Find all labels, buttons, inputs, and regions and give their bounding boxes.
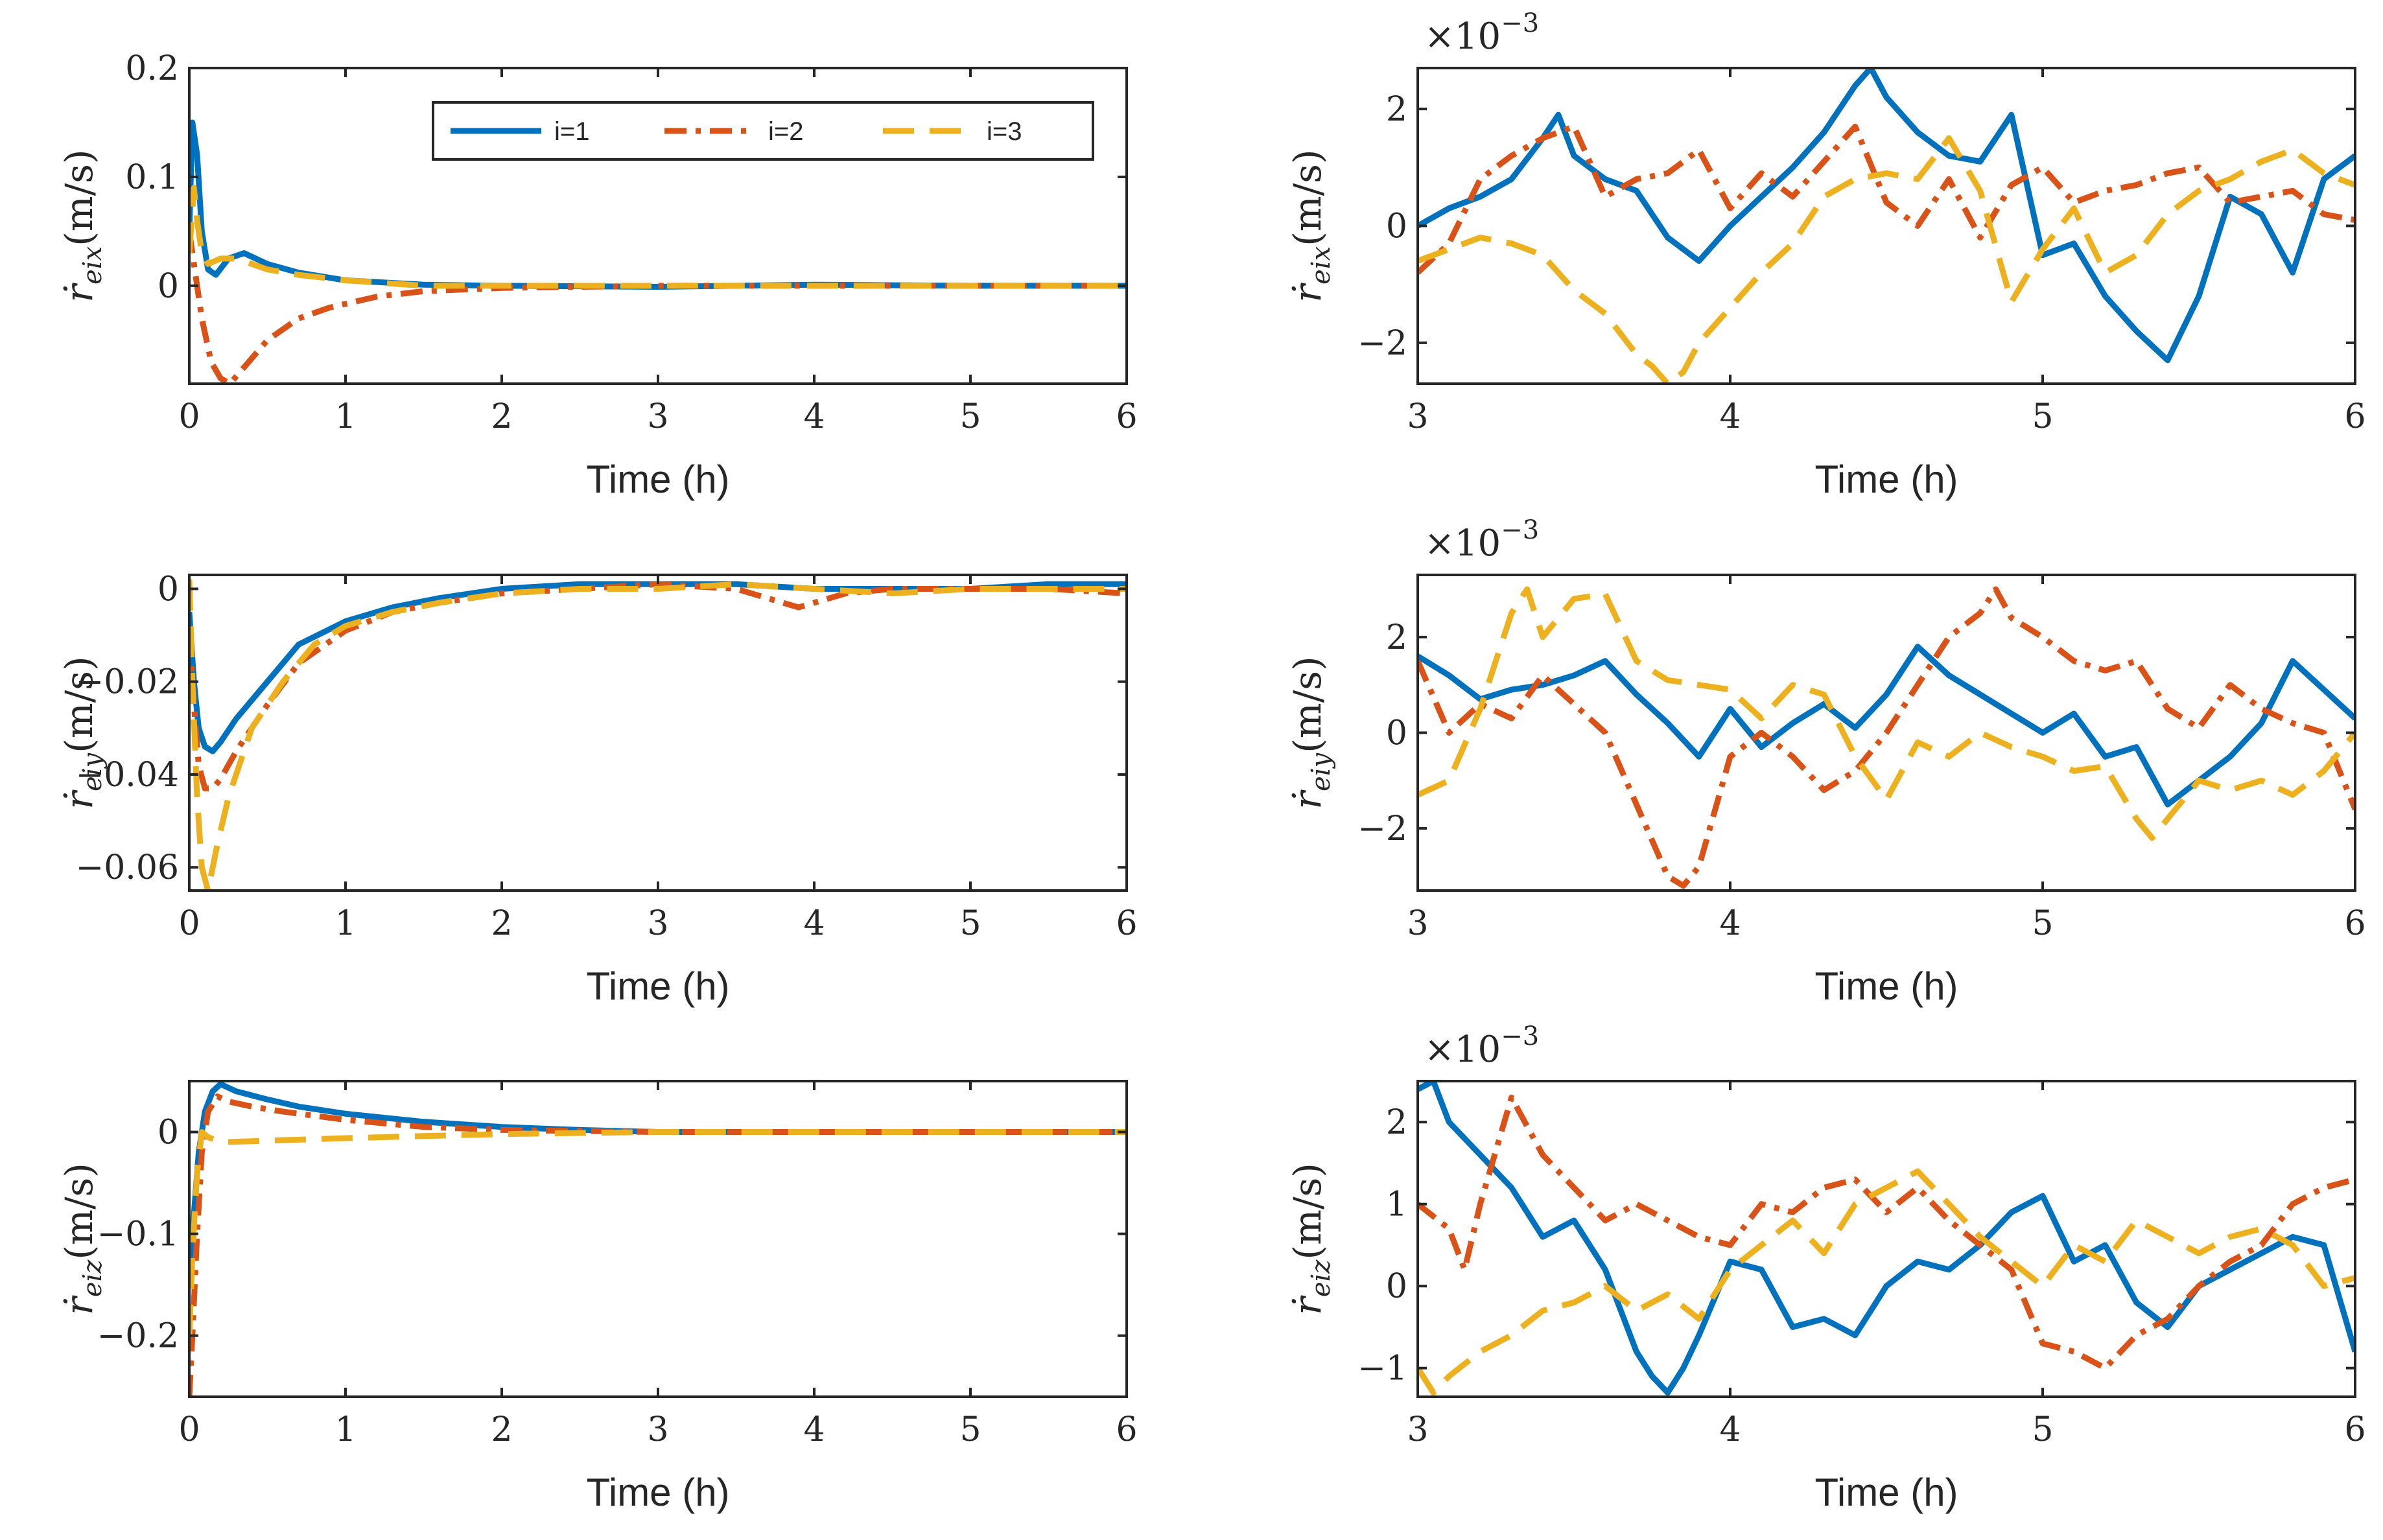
x-tick-label: 2 bbox=[491, 397, 512, 436]
x-tick-label: 6 bbox=[1116, 397, 1137, 436]
x-tick-label: 5 bbox=[2032, 1410, 2053, 1449]
y-axis-label: ṙeiz(m/s) bbox=[1285, 1163, 1336, 1315]
series-line-1 bbox=[189, 581, 1127, 754]
x-tick-label: 1 bbox=[335, 397, 356, 436]
y-tick-label: 1 bbox=[1386, 1185, 1407, 1224]
x-axis-label: Time (h) bbox=[1814, 458, 1958, 501]
series-line-2 bbox=[189, 1093, 1127, 1397]
axes-box bbox=[188, 1080, 1128, 1398]
x-tick-label: 3 bbox=[1407, 904, 1428, 943]
x-tick-label: 5 bbox=[959, 1410, 981, 1449]
y-axis-label: ṙeiy(m/s) bbox=[57, 656, 108, 809]
x-tick-label: 0 bbox=[178, 904, 200, 943]
x-tick-label: 4 bbox=[1719, 1410, 1741, 1449]
x-axis-label: Time (h) bbox=[586, 1471, 729, 1514]
series-line-3 bbox=[1418, 135, 2355, 384]
series-line-3 bbox=[1418, 1168, 2355, 1396]
x-tick-label: 4 bbox=[1719, 397, 1741, 436]
axes-box bbox=[1416, 1080, 2356, 1398]
y-tick-label: 0 bbox=[1386, 207, 1407, 246]
x-axis-label: Time (h) bbox=[1814, 964, 1958, 1008]
y-tick-label: 0 bbox=[158, 267, 179, 306]
y-axis-label: ṙeiz(m/s) bbox=[57, 1163, 108, 1315]
x-tick-label: 3 bbox=[647, 1410, 668, 1449]
legend-label-3: i=3 bbox=[987, 117, 1022, 146]
y-tick-label: −0.04 bbox=[76, 756, 179, 795]
y-axis-label: ṙeiy(m/s) bbox=[1285, 656, 1336, 809]
y-tick-label: −0.02 bbox=[76, 663, 179, 702]
y-axis-label: ṙeix(m/s) bbox=[1285, 149, 1336, 302]
y-tick-label: 0 bbox=[158, 570, 179, 609]
x-tick-label: 4 bbox=[803, 397, 825, 436]
y-tick-label: −0.1 bbox=[97, 1215, 179, 1254]
x-tick-label: 6 bbox=[1116, 904, 1137, 943]
y-tick-label: 0 bbox=[1386, 714, 1407, 753]
series-line-2 bbox=[1418, 123, 2355, 275]
x-tick-label: 5 bbox=[2032, 904, 2053, 943]
y-tick-label: 0.1 bbox=[125, 158, 179, 197]
subplot-bl: 0 1 2 3 4 5 6 0 −0.1 −0.2 Time (h) ṙeiz(m/s) bbox=[57, 1080, 1138, 1514]
y-tick-label: 0 bbox=[158, 1114, 179, 1152]
x-tick-label: 5 bbox=[959, 397, 981, 436]
subplot-mr: 3 4 5 6 2 0 −2 Time (h) ṙeiy(m/s) ×10−3 bbox=[1285, 515, 2366, 1008]
y-tick-label: −1 bbox=[1357, 1349, 1407, 1388]
y-tick-label: 2 bbox=[1386, 90, 1407, 129]
x-tick-label: 3 bbox=[1407, 1410, 1428, 1449]
x-tick-label: 3 bbox=[647, 904, 668, 943]
subplot-ml: 0 1 2 3 4 5 6 0 −0.02 −0.04 −0.06 Time (h) ṙeiy(m/s) bbox=[57, 570, 1138, 1008]
series-line-1 bbox=[1418, 68, 2355, 364]
subplot-br: 3 4 5 6 2 1 0 −1 Time (h) ṙeiz(m/s) ×10−3 bbox=[1285, 1021, 2366, 1514]
x-tick-label: 4 bbox=[803, 904, 825, 943]
series-line-1 bbox=[189, 119, 1127, 290]
x-tick-label: 6 bbox=[2344, 397, 2365, 436]
x-axis-label: Time (h) bbox=[586, 458, 729, 501]
series-line-2 bbox=[1418, 586, 2355, 889]
y-tick-label: −0.06 bbox=[76, 848, 179, 887]
legend-label-2: i=2 bbox=[768, 117, 804, 146]
x-tick-label: 3 bbox=[647, 397, 668, 436]
legend: i=1 i=2 i=3 bbox=[432, 101, 1094, 161]
y-axis-label: ṙeix(m/s) bbox=[57, 149, 108, 302]
x-tick-label: 5 bbox=[2032, 397, 2053, 436]
x-tick-label: 3 bbox=[1407, 397, 1428, 436]
x-tick-label: 1 bbox=[335, 1410, 356, 1449]
y-tick-label: 0.2 bbox=[125, 49, 179, 88]
x-tick-label: 2 bbox=[491, 1410, 512, 1449]
axis-exponent: ×10−3 bbox=[1424, 515, 1539, 565]
x-tick-label: 2 bbox=[491, 904, 512, 943]
y-tick-label: −2 bbox=[1357, 324, 1407, 363]
axis-exponent: ×10−3 bbox=[1424, 1021, 1539, 1071]
x-tick-label: 0 bbox=[178, 1410, 200, 1449]
x-tick-label: 5 bbox=[959, 904, 981, 943]
x-axis-label: Time (h) bbox=[1814, 1471, 1958, 1514]
x-tick-label: 6 bbox=[2344, 1410, 2365, 1449]
x-tick-label: 1 bbox=[335, 904, 356, 943]
axes-box bbox=[1416, 67, 2356, 385]
x-tick-label: 4 bbox=[803, 1410, 825, 1449]
y-tick-label: −2 bbox=[1357, 810, 1407, 848]
x-tick-label: 6 bbox=[1116, 1410, 1137, 1449]
series-line-3 bbox=[189, 579, 1127, 891]
x-tick-label: 0 bbox=[178, 397, 200, 436]
subplot-tr: 3 4 5 6 2 0 −2 Time (h) ṙeix(m/s) ×10−3 bbox=[1285, 8, 2366, 501]
axes-box bbox=[188, 574, 1128, 892]
y-tick-label: 2 bbox=[1386, 618, 1407, 657]
series-line-3 bbox=[189, 1129, 1127, 1336]
x-tick-label: 6 bbox=[2344, 904, 2365, 943]
x-axis-label: Time (h) bbox=[586, 964, 729, 1008]
x-tick-label: 4 bbox=[1719, 904, 1741, 943]
y-tick-label: 2 bbox=[1386, 1103, 1407, 1142]
axis-exponent: ×10−3 bbox=[1424, 8, 1539, 58]
legend-label-1: i=1 bbox=[554, 117, 590, 146]
y-tick-label: −0.2 bbox=[97, 1317, 179, 1356]
series-line-3 bbox=[1418, 586, 2355, 841]
y-tick-label: 0 bbox=[1386, 1267, 1407, 1306]
series-line-3 bbox=[189, 185, 1127, 289]
